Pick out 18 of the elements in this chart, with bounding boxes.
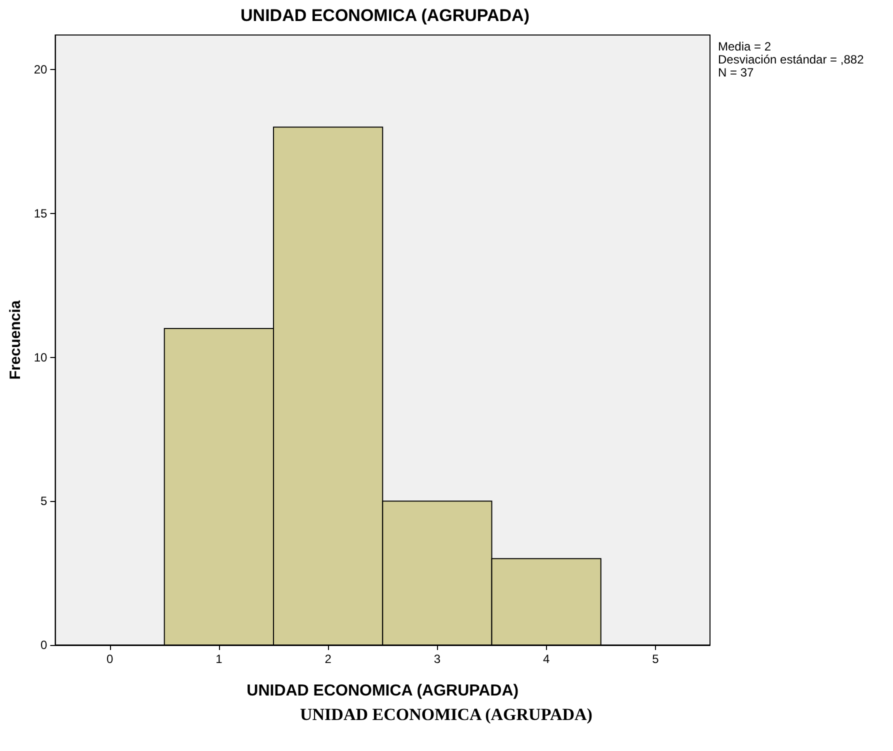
text: Desviación estándar = ,882 (718, 52, 864, 66)
x-tick-label: 1 (216, 652, 223, 666)
y-tick-label: 15 (34, 206, 48, 220)
chart-title: UNIDAD ECONOMICA (AGRUPADA) (240, 6, 530, 25)
x-tick-label: 3 (434, 652, 441, 666)
y-tick-label: 5 (40, 494, 48, 508)
x-tick-label: 0 (106, 652, 114, 666)
text: N = 37 (718, 66, 754, 80)
y-axis-title: Frecuencia (7, 300, 24, 380)
x-tick-label: 2 (324, 652, 332, 666)
x-axis-title: UNIDAD ECONOMICA (AGRUPADA) (246, 682, 519, 700)
x-tick-label: 5 (652, 652, 660, 666)
text: UNIDAD ECONOMICA (AGRUPADA) (300, 705, 592, 724)
y-tick-label: 20 (34, 62, 48, 77)
y-tick-label: 10 (34, 350, 48, 364)
y-tick-label: 0 (40, 638, 48, 652)
x-tick-label: 4 (542, 652, 550, 666)
text: Media = 2 (718, 40, 772, 54)
